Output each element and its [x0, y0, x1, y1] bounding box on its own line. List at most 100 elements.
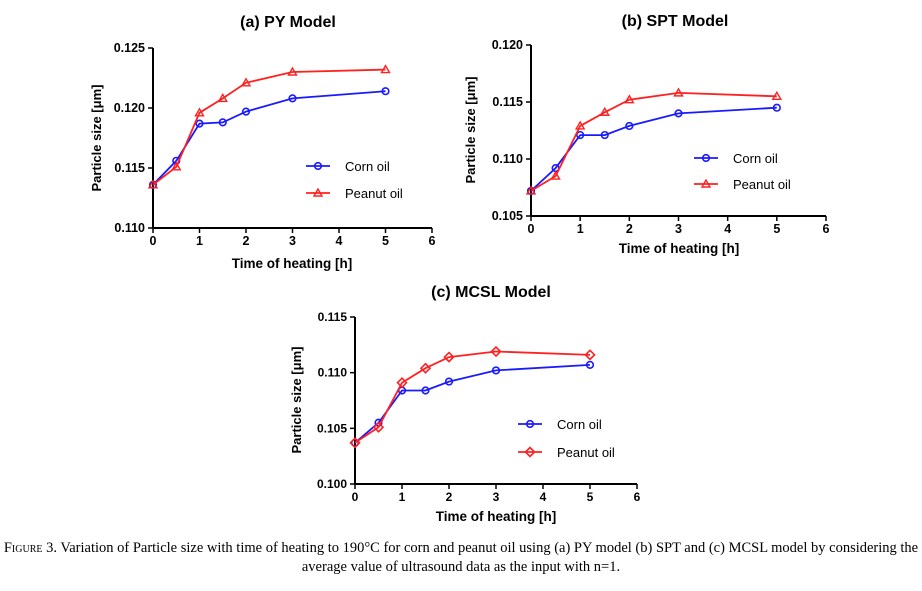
data-point — [625, 121, 634, 131]
y-tick-label: 0.115 — [318, 310, 348, 324]
data-point — [576, 130, 585, 140]
legend-label: Corn oil — [733, 151, 778, 166]
y-tick-label: 0.125 — [114, 41, 145, 55]
legend-marker — [524, 446, 536, 458]
legend-label: Peanut oil — [733, 177, 791, 192]
data-point — [240, 77, 252, 87]
x-tick-label: 5 — [587, 490, 594, 504]
series-line — [530, 106, 777, 192]
chart-title: (b) SPT Model — [622, 13, 729, 30]
x-tick-label: 1 — [399, 490, 406, 504]
x-tick-label: 6 — [429, 234, 436, 248]
series-line — [152, 68, 386, 186]
y-tick-label: 0.110 — [318, 366, 348, 380]
legend-label: Peanut oil — [345, 186, 403, 201]
series-corn-oil: Corn oil — [350, 360, 602, 447]
data-point — [194, 107, 205, 117]
y-tick-label: 0.120 — [114, 101, 145, 115]
chart-title: (a) PY Model — [240, 14, 336, 31]
series-peanut-oil: Peanut oil — [525, 87, 791, 195]
chart-panel-0: (a) PY Model Time of heating [h] Particle … — [89, 14, 436, 271]
series-corn-oil: Corn oil — [148, 87, 390, 189]
x-tick-label: 1 — [577, 222, 584, 236]
legend-marker — [525, 419, 535, 429]
series-line — [530, 91, 777, 192]
data-point — [600, 130, 609, 140]
data-point — [490, 345, 502, 358]
caption-text: Variation of Particle size with time of … — [56, 540, 919, 575]
x-tick-label: 0 — [352, 490, 359, 504]
legend-marker — [701, 153, 711, 163]
legend-label: Peanut oil — [557, 445, 615, 460]
x-tick-label: 3 — [675, 222, 682, 236]
data-point — [624, 94, 635, 104]
x-tick-label: 2 — [446, 490, 453, 504]
y-axis-label: Particle size [μm] — [463, 77, 478, 184]
x-axis-label: Time of heating [h] — [232, 256, 353, 271]
series-peanut-oil: Peanut oil — [147, 64, 403, 201]
data-point — [218, 118, 227, 127]
data-point — [287, 66, 298, 76]
data-point — [585, 360, 595, 369]
chart-title: (c) MCSL Model — [431, 284, 551, 301]
y-tick-label: 0.110 — [114, 221, 145, 235]
data-point — [444, 377, 454, 386]
y-axis-label: Particle size [μm] — [289, 347, 304, 454]
x-tick-label: 4 — [724, 222, 731, 236]
data-point — [195, 119, 204, 128]
x-tick-label: 4 — [336, 234, 343, 248]
data-point — [771, 90, 783, 101]
x-tick-label: 0 — [150, 234, 157, 248]
data-point — [217, 92, 228, 103]
y-tick-label: 0.115 — [492, 95, 523, 109]
data-point — [421, 386, 430, 395]
y-tick-label: 0.105 — [492, 209, 523, 223]
data-point — [171, 161, 182, 171]
series-line — [354, 350, 591, 444]
data-point — [372, 421, 385, 433]
x-tick-label: 0 — [528, 222, 535, 236]
data-point — [550, 170, 561, 180]
x-axis-label: Time of heating [h] — [619, 241, 740, 256]
data-point — [350, 438, 360, 447]
x-axis-label: Time of heating [h] — [436, 509, 557, 524]
y-tick-label: 0.105 — [317, 421, 347, 435]
chart-panel-1: (b) SPT Model Time of heating [h] Particle… — [463, 13, 830, 256]
data-point — [380, 64, 391, 74]
series-line — [152, 90, 386, 186]
x-tick-label: 6 — [823, 222, 830, 236]
data-point — [584, 349, 596, 361]
data-point — [349, 437, 361, 449]
series-peanut-oil: Peanut oil — [349, 345, 615, 460]
data-point — [147, 179, 159, 189]
data-point — [443, 351, 455, 363]
data-point — [381, 87, 390, 96]
x-tick-label: 5 — [382, 234, 389, 248]
figure: (a) PY Model Time of heating [h] Particle … — [89, 13, 830, 524]
data-point — [772, 103, 781, 112]
data-point — [288, 94, 297, 103]
y-tick-label: 0.110 — [492, 152, 523, 166]
chart-panel-2: (c) MCSL Model Time of heating [h] Particl… — [289, 284, 641, 524]
data-point — [396, 377, 408, 389]
y-tick-label: 0.120 — [492, 38, 523, 52]
legend-marker — [313, 161, 323, 171]
x-tick-label: 2 — [243, 234, 250, 248]
data-point — [574, 120, 586, 130]
x-tick-label: 5 — [773, 222, 780, 236]
data-point — [673, 87, 684, 97]
legend-label: Corn oil — [557, 417, 602, 432]
x-tick-label: 1 — [196, 234, 203, 248]
x-tick-label: 3 — [289, 234, 296, 248]
data-point — [241, 107, 251, 116]
data-point — [419, 362, 432, 374]
data-point — [599, 106, 610, 116]
data-point — [491, 366, 501, 375]
data-point — [674, 109, 683, 118]
legend-marker — [700, 178, 712, 188]
figure-caption: Figure 3. Variation of Particle size wit… — [0, 539, 922, 577]
x-tick-label: 2 — [626, 222, 633, 236]
y-tick-label: 0.115 — [114, 161, 145, 175]
x-tick-label: 6 — [634, 490, 641, 504]
legend-label: Corn oil — [345, 159, 390, 174]
